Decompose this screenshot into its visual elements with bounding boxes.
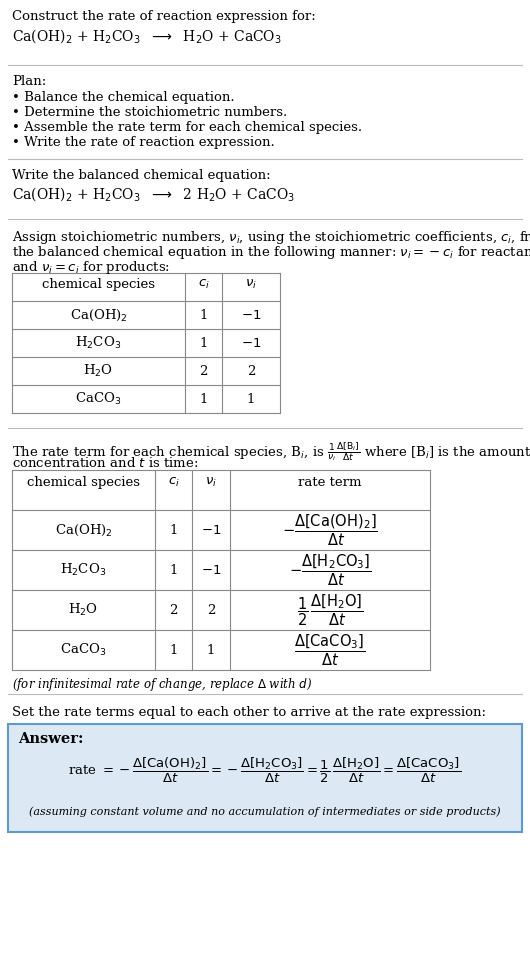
Text: chemical species: chemical species [42, 278, 155, 291]
Text: CaCO$_3$: CaCO$_3$ [60, 642, 107, 658]
Text: (assuming constant volume and no accumulation of intermediates or side products): (assuming constant volume and no accumul… [29, 806, 501, 816]
Text: $-\dfrac{\Delta[\mathrm{Ca(OH)_2}]}{\Delta t}$: $-\dfrac{\Delta[\mathrm{Ca(OH)_2}]}{\Del… [282, 513, 378, 548]
Text: • Assemble the rate term for each chemical species.: • Assemble the rate term for each chemic… [12, 121, 362, 134]
Text: CaCO$_3$: CaCO$_3$ [75, 391, 122, 407]
Text: 2: 2 [247, 365, 255, 377]
Text: $-\dfrac{\Delta[\mathrm{H_2CO_3}]}{\Delta t}$: $-\dfrac{\Delta[\mathrm{H_2CO_3}]}{\Delt… [289, 552, 372, 588]
Text: Ca(OH)$_2$: Ca(OH)$_2$ [55, 522, 112, 538]
Text: $\nu_i$: $\nu_i$ [245, 278, 257, 291]
Text: $\nu_i$: $\nu_i$ [205, 476, 217, 489]
Text: chemical species: chemical species [27, 476, 140, 489]
Text: $c_i$: $c_i$ [198, 278, 209, 291]
Text: $c_i$: $c_i$ [167, 476, 180, 489]
Text: $-1$: $-1$ [241, 336, 261, 350]
Text: • Balance the chemical equation.: • Balance the chemical equation. [12, 91, 235, 104]
Text: 1: 1 [199, 336, 208, 350]
Text: 1: 1 [169, 564, 178, 576]
Text: H$_2$CO$_3$: H$_2$CO$_3$ [60, 562, 107, 578]
FancyBboxPatch shape [8, 724, 522, 832]
Text: $-1$: $-1$ [201, 564, 221, 576]
Text: 1: 1 [207, 644, 215, 657]
Text: (for infinitesimal rate of change, replace $\Delta$ with $d$): (for infinitesimal rate of change, repla… [12, 676, 312, 693]
Text: 2: 2 [169, 604, 178, 616]
Text: • Write the rate of reaction expression.: • Write the rate of reaction expression. [12, 136, 275, 149]
Text: • Determine the stoichiometric numbers.: • Determine the stoichiometric numbers. [12, 106, 287, 119]
Text: H$_2$O: H$_2$O [68, 602, 99, 618]
Text: $\dfrac{1}{2}\,\dfrac{\Delta[\mathrm{H_2O}]}{\Delta t}$: $\dfrac{1}{2}\,\dfrac{\Delta[\mathrm{H_2… [297, 592, 363, 628]
Text: Ca(OH)$_2$ + H$_2$CO$_3$  $\longrightarrow$  H$_2$O + CaCO$_3$: Ca(OH)$_2$ + H$_2$CO$_3$ $\longrightarro… [12, 27, 282, 45]
Text: 1: 1 [169, 644, 178, 657]
Text: Ca(OH)$_2$: Ca(OH)$_2$ [69, 308, 127, 322]
Text: 1: 1 [199, 309, 208, 321]
Text: The rate term for each chemical species, B$_i$, is $\frac{1}{\nu_i}\frac{\Delta[: The rate term for each chemical species,… [12, 440, 530, 463]
Text: the balanced chemical equation in the following manner: $\nu_i = -c_i$ for react: the balanced chemical equation in the fo… [12, 244, 530, 261]
Text: concentration and $t$ is time:: concentration and $t$ is time: [12, 456, 198, 470]
Text: 1: 1 [247, 393, 255, 406]
Text: $\dfrac{\Delta[\mathrm{CaCO_3}]}{\Delta t}$: $\dfrac{\Delta[\mathrm{CaCO_3}]}{\Delta … [294, 632, 366, 667]
Text: Construct the rate of reaction expression for:: Construct the rate of reaction expressio… [12, 10, 316, 23]
Text: $-1$: $-1$ [241, 309, 261, 321]
Text: 1: 1 [169, 523, 178, 536]
Text: rate term: rate term [298, 476, 362, 489]
Text: Plan:: Plan: [12, 75, 46, 88]
Text: rate $= -\dfrac{\Delta[\mathrm{Ca(OH)_2}]}{\Delta t} = -\dfrac{\Delta[\mathrm{H_: rate $= -\dfrac{\Delta[\mathrm{Ca(OH)_2}… [68, 756, 462, 785]
Text: $-1$: $-1$ [201, 523, 221, 536]
Text: H$_2$CO$_3$: H$_2$CO$_3$ [75, 335, 121, 351]
Text: Set the rate terms equal to each other to arrive at the rate expression:: Set the rate terms equal to each other t… [12, 706, 486, 719]
Text: and $\nu_i = c_i$ for products:: and $\nu_i = c_i$ for products: [12, 259, 170, 276]
Text: 2: 2 [199, 365, 208, 377]
Text: 2: 2 [207, 604, 215, 616]
Text: H$_2$O: H$_2$O [83, 363, 113, 379]
Text: Answer:: Answer: [18, 732, 84, 746]
Text: Ca(OH)$_2$ + H$_2$CO$_3$  $\longrightarrow$  2 H$_2$O + CaCO$_3$: Ca(OH)$_2$ + H$_2$CO$_3$ $\longrightarro… [12, 185, 295, 203]
Text: Assign stoichiometric numbers, $\nu_i$, using the stoichiometric coefficients, $: Assign stoichiometric numbers, $\nu_i$, … [12, 229, 530, 246]
Text: Write the balanced chemical equation:: Write the balanced chemical equation: [12, 169, 271, 182]
Text: 1: 1 [199, 393, 208, 406]
